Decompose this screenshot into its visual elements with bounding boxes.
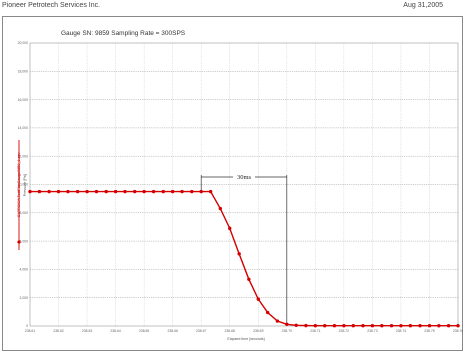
- y-tick-label: 18,000: [18, 70, 28, 74]
- series-pressure: [28, 190, 459, 328]
- data-point: [152, 190, 155, 193]
- data-point: [399, 324, 402, 327]
- x-tick-label: 238.72: [339, 329, 349, 333]
- x-tick-label: 238.62: [53, 329, 63, 333]
- data-point: [323, 324, 326, 327]
- data-point: [47, 190, 50, 193]
- data-point: [380, 324, 383, 327]
- data-point: [104, 190, 107, 193]
- y-tick-label: 2,000: [20, 296, 29, 300]
- y-tick-label: 20,000: [18, 41, 28, 45]
- data-point: [418, 324, 421, 327]
- data-point: [38, 190, 41, 193]
- annotation-label: 30ms: [237, 174, 252, 181]
- x-tick-label: 238.67: [196, 329, 206, 333]
- x-tick-label: 238.64: [110, 329, 120, 333]
- y-tick-label: 14,000: [18, 126, 28, 130]
- data-point: [333, 324, 336, 327]
- legend: C:\PPSICA\TestFile\Gauge9859_1.csv: [17, 140, 21, 250]
- data-point: [95, 190, 98, 193]
- data-point: [171, 190, 174, 193]
- data-point: [285, 323, 288, 326]
- data-point: [314, 324, 317, 327]
- data-point: [190, 190, 193, 193]
- x-tick-label: 238.71: [310, 329, 320, 333]
- data-point: [276, 319, 279, 322]
- grid-lines: [30, 43, 458, 326]
- y-axis-label: Pressure [Psi]: [23, 174, 27, 196]
- data-point: [57, 190, 60, 193]
- x-tick-label: 238.73: [367, 329, 377, 333]
- data-point: [447, 324, 450, 327]
- y-tick-label: 16,000: [18, 98, 28, 102]
- legend-label: C:\PPSICA\TestFile\Gauge9859_1.csv: [17, 153, 21, 218]
- y-tick-label: 6,000: [20, 239, 29, 243]
- data-point: [76, 190, 79, 193]
- x-tick-label: 238.68: [225, 329, 235, 333]
- data-point: [228, 227, 231, 230]
- legend-marker: [17, 240, 20, 243]
- data-point: [247, 278, 250, 281]
- y-tick-label: 0: [26, 324, 28, 328]
- data-point: [200, 190, 203, 193]
- data-point: [85, 190, 88, 193]
- data-point: [257, 297, 260, 300]
- data-point: [123, 190, 126, 193]
- x-axis-label: Elapsed time [seconds]: [227, 337, 264, 341]
- data-point: [142, 190, 145, 193]
- data-point: [28, 190, 31, 193]
- x-tick-label: 238.76: [453, 329, 463, 333]
- x-tick-label: 238.74: [396, 329, 406, 333]
- data-point: [180, 190, 183, 193]
- data-point: [114, 190, 117, 193]
- data-point: [237, 252, 240, 255]
- x-tick-label: 238.70: [282, 329, 292, 333]
- data-point: [295, 324, 298, 327]
- data-point: [437, 324, 440, 327]
- data-point: [133, 190, 136, 193]
- data-point: [342, 324, 345, 327]
- data-point: [390, 324, 393, 327]
- x-tick-label: 238.75: [424, 329, 434, 333]
- x-tick-label: 238.61: [25, 329, 35, 333]
- data-point: [66, 190, 69, 193]
- data-point: [409, 324, 412, 327]
- x-tick-labels: 238.61 238.62 238.63 238.64 238.65 238.66 238.…: [25, 329, 463, 333]
- y-tick-label: 4,000: [20, 268, 29, 272]
- x-tick-label: 238.63: [82, 329, 92, 333]
- data-point: [162, 190, 165, 193]
- series-line: [30, 192, 458, 326]
- data-point: [371, 324, 374, 327]
- data-point: [266, 311, 269, 314]
- data-point: [352, 324, 355, 327]
- x-tick-label: 238.69: [253, 329, 263, 333]
- x-tick-label: 238.65: [139, 329, 149, 333]
- data-point: [456, 324, 459, 327]
- x-tick-label: 238.66: [167, 329, 177, 333]
- data-point: [304, 324, 307, 327]
- data-point: [361, 324, 364, 327]
- data-point: [209, 190, 212, 193]
- data-point: [219, 207, 222, 210]
- data-point: [428, 324, 431, 327]
